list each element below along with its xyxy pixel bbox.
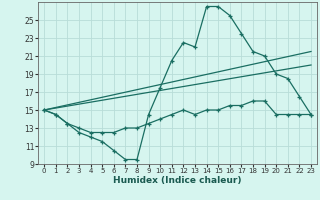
X-axis label: Humidex (Indice chaleur): Humidex (Indice chaleur) (113, 176, 242, 185)
